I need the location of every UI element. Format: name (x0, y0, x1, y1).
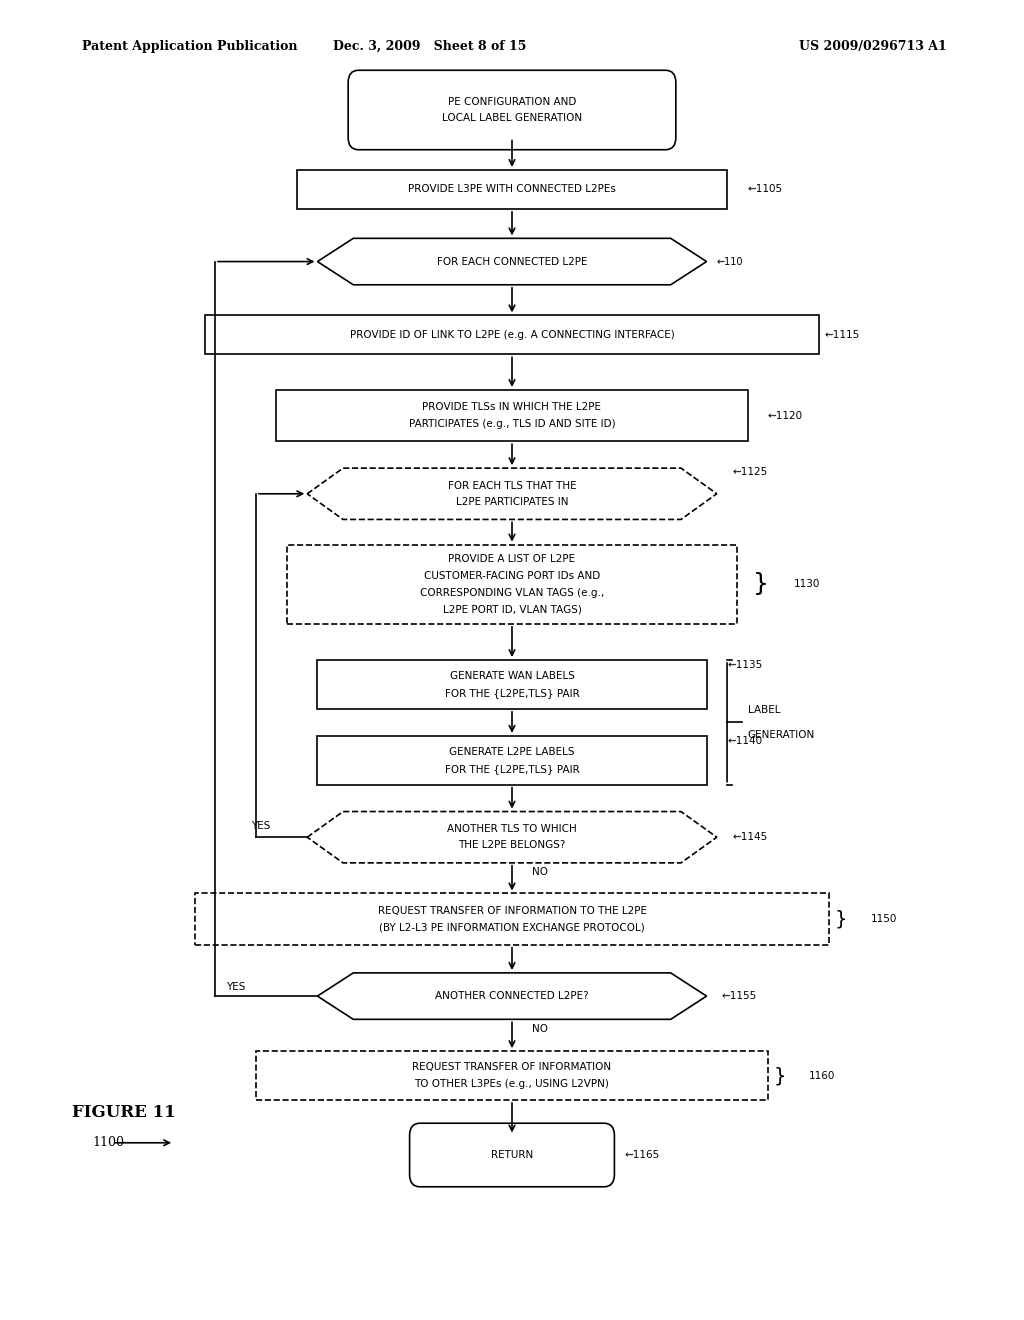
Text: FOR EACH CONNECTED L2PE: FOR EACH CONNECTED L2PE (437, 256, 587, 267)
FancyBboxPatch shape (410, 1123, 614, 1187)
Text: ANOTHER CONNECTED L2PE?: ANOTHER CONNECTED L2PE? (435, 991, 589, 1001)
Text: ⇜1165: ⇜1165 (625, 1150, 659, 1160)
Bar (317, 660, 707, 709)
Text: ⇜1120: ⇜1120 (768, 411, 803, 421)
Polygon shape (307, 812, 717, 863)
Text: TO OTHER L3PEs (e.g., USING L2VPN): TO OTHER L3PEs (e.g., USING L2VPN) (415, 1080, 609, 1089)
Text: }: } (753, 573, 769, 597)
Text: (BY L2-L3 PE INFORMATION EXCHANGE PROTOCOL): (BY L2-L3 PE INFORMATION EXCHANGE PROTOC… (379, 923, 645, 933)
Text: }: } (773, 1067, 785, 1085)
Bar (205, 315, 819, 355)
Bar (195, 894, 829, 945)
Text: 1100: 1100 (92, 1137, 124, 1150)
Text: ANOTHER TLS TO WHICH: ANOTHER TLS TO WHICH (447, 824, 577, 834)
Text: NO: NO (532, 1024, 549, 1034)
Bar (297, 170, 727, 209)
Text: REQUEST TRANSFER OF INFORMATION TO THE L2PE: REQUEST TRANSFER OF INFORMATION TO THE L… (378, 906, 646, 916)
Text: LABEL: LABEL (748, 705, 780, 715)
Bar (317, 735, 707, 784)
Bar (256, 1051, 768, 1100)
Text: THE L2PE BELONGS?: THE L2PE BELONGS? (459, 840, 565, 850)
Text: GENERATION: GENERATION (748, 730, 815, 739)
Text: ⇜1145: ⇜1145 (732, 832, 767, 842)
Text: FIGURE 11: FIGURE 11 (72, 1104, 175, 1121)
Text: LOCAL LABEL GENERATION: LOCAL LABEL GENERATION (442, 114, 582, 123)
Text: FOR THE {L2PE,TLS} PAIR: FOR THE {L2PE,TLS} PAIR (444, 688, 580, 698)
Text: PE CONFIGURATION AND: PE CONFIGURATION AND (447, 98, 577, 107)
Text: GENERATE WAN LABELS: GENERATE WAN LABELS (450, 671, 574, 681)
Bar (276, 389, 748, 441)
Text: Patent Application Publication: Patent Application Publication (82, 40, 297, 53)
Text: L2PE PORT ID, VLAN TAGS): L2PE PORT ID, VLAN TAGS) (442, 605, 582, 615)
Text: RETURN: RETURN (490, 1150, 534, 1160)
Text: US 2009/0296713 A1: US 2009/0296713 A1 (799, 40, 946, 53)
Polygon shape (307, 469, 717, 520)
Text: ⇜1105: ⇜1105 (748, 185, 782, 194)
Polygon shape (317, 239, 707, 285)
Text: PROVIDE ID OF LINK TO L2PE (e.g. A CONNECTING INTERFACE): PROVIDE ID OF LINK TO L2PE (e.g. A CONNE… (349, 330, 675, 339)
Text: FOR THE {L2PE,TLS} PAIR: FOR THE {L2PE,TLS} PAIR (444, 764, 580, 774)
Text: 1160: 1160 (809, 1071, 836, 1081)
Text: 1150: 1150 (870, 915, 897, 924)
Text: GENERATE L2PE LABELS: GENERATE L2PE LABELS (450, 747, 574, 756)
Text: YES: YES (252, 821, 270, 832)
Text: Dec. 3, 2009   Sheet 8 of 15: Dec. 3, 2009 Sheet 8 of 15 (334, 40, 526, 53)
Text: CUSTOMER-FACING PORT IDs AND: CUSTOMER-FACING PORT IDs AND (424, 570, 600, 581)
Text: REQUEST TRANSFER OF INFORMATION: REQUEST TRANSFER OF INFORMATION (413, 1063, 611, 1072)
Text: ⇜1125: ⇜1125 (732, 467, 767, 477)
Bar (287, 544, 737, 624)
Text: CORRESPONDING VLAN TAGS (e.g.,: CORRESPONDING VLAN TAGS (e.g., (420, 587, 604, 598)
FancyBboxPatch shape (348, 70, 676, 149)
Text: NO: NO (532, 867, 549, 876)
Text: 1130: 1130 (794, 579, 820, 589)
Text: YES: YES (226, 982, 245, 993)
Text: PARTICIPATES (e.g., TLS ID AND SITE ID): PARTICIPATES (e.g., TLS ID AND SITE ID) (409, 420, 615, 429)
Text: PROVIDE A LIST OF L2PE: PROVIDE A LIST OF L2PE (449, 553, 575, 564)
Text: L2PE PARTICIPATES IN: L2PE PARTICIPATES IN (456, 496, 568, 507)
Text: ⇜1140: ⇜1140 (727, 735, 762, 746)
Text: FOR EACH TLS THAT THE: FOR EACH TLS THAT THE (447, 480, 577, 491)
Text: PROVIDE L3PE WITH CONNECTED L2PEs: PROVIDE L3PE WITH CONNECTED L2PEs (408, 185, 616, 194)
Text: ⇜1115: ⇜1115 (824, 330, 859, 339)
Text: ⇜1135: ⇜1135 (727, 660, 762, 669)
Text: }: } (835, 909, 847, 928)
Text: PROVIDE TLSs IN WHICH THE L2PE: PROVIDE TLSs IN WHICH THE L2PE (423, 403, 601, 412)
Text: ⇜110: ⇜110 (717, 256, 743, 267)
Polygon shape (317, 973, 707, 1019)
Text: ⇜1155: ⇜1155 (722, 991, 757, 1001)
